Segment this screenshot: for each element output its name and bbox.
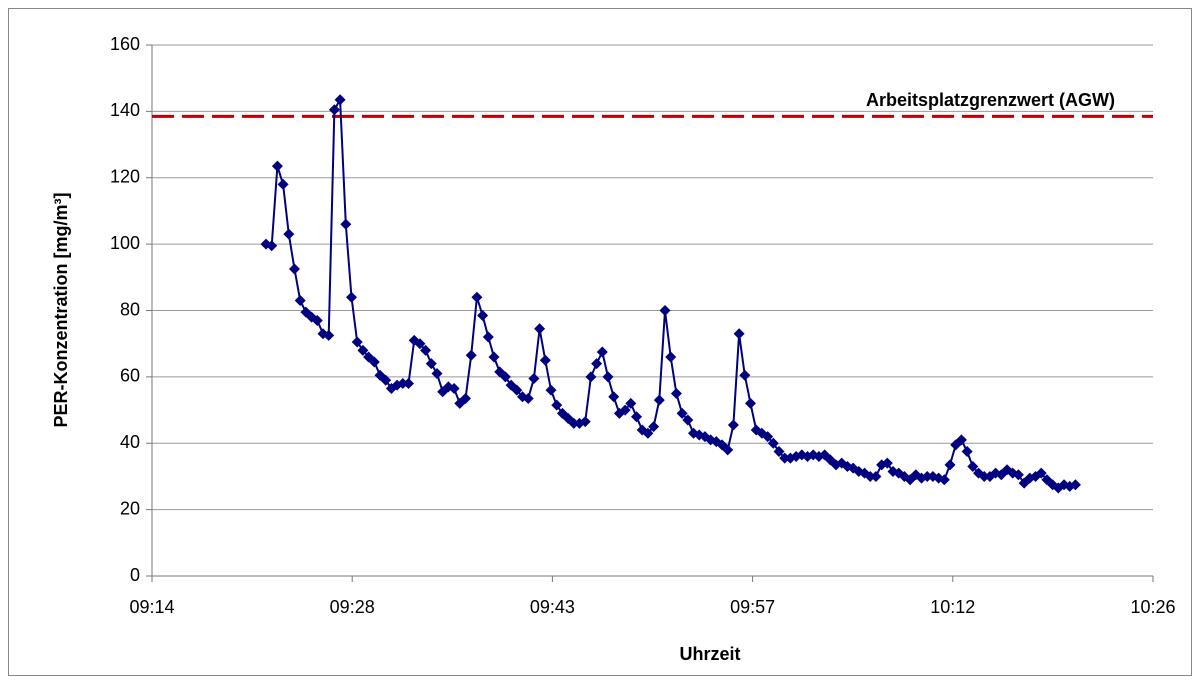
data-marker [323, 329, 335, 341]
data-marker [767, 437, 779, 449]
data-marker [431, 368, 443, 380]
data-marker [311, 314, 323, 326]
data-marker [477, 309, 489, 321]
data-marker [465, 349, 477, 361]
data-marker [955, 434, 967, 446]
data-marker [420, 344, 432, 356]
data-marker [870, 470, 882, 482]
data-marker [596, 346, 608, 358]
data-marker [938, 474, 950, 486]
data-marker [351, 336, 363, 348]
y-tick-label: 120 [110, 167, 140, 187]
data-marker [591, 358, 603, 370]
data-marker [522, 392, 534, 404]
data-marker [266, 240, 278, 252]
data-marker [665, 351, 677, 363]
data-marker [357, 344, 369, 356]
x-tick-label: 09:14 [129, 597, 174, 617]
x-axis-title: Uhrzeit [679, 644, 740, 664]
x-tick-label: 09:28 [330, 597, 375, 617]
data-marker [425, 358, 437, 370]
data-marker [511, 384, 523, 396]
y-axis-title: PER-Konzentration [mg/m³] [51, 193, 71, 428]
data-marker [346, 291, 358, 303]
data-marker [967, 460, 979, 472]
data-marker [403, 378, 415, 390]
data-marker [745, 397, 757, 409]
y-tick-label: 100 [110, 233, 140, 253]
y-tick-label: 80 [120, 299, 140, 319]
data-marker [579, 416, 591, 428]
data-marker [534, 323, 546, 335]
x-tick-label: 09:57 [730, 597, 775, 617]
data-marker [1012, 469, 1024, 481]
data-marker [733, 328, 745, 340]
data-marker [762, 431, 774, 443]
y-tick-label: 140 [110, 100, 140, 120]
data-marker [271, 160, 283, 172]
data-marker [631, 411, 643, 423]
data-marker [773, 446, 785, 458]
x-tick-label: 09:43 [530, 597, 575, 617]
data-marker [921, 470, 933, 482]
y-tick-label: 160 [110, 34, 140, 54]
data-marker [670, 387, 682, 399]
data-marker [277, 178, 289, 190]
data-marker [676, 407, 688, 419]
x-tick-label: 10:12 [930, 597, 975, 617]
data-marker [539, 354, 551, 366]
data-marker [1069, 479, 1081, 491]
data-marker [340, 218, 352, 230]
data-marker [380, 374, 392, 386]
data-marker [653, 394, 665, 406]
y-tick-label: 0 [130, 565, 140, 585]
y-tick-label: 20 [120, 498, 140, 518]
data-marker [1035, 467, 1047, 479]
data-marker [414, 338, 426, 350]
y-tick-label: 40 [120, 432, 140, 452]
reference-label: Arbeitsplatzgrenzwert (AGW) [866, 90, 1115, 110]
data-marker [488, 351, 500, 363]
data-marker [864, 470, 876, 482]
data-marker [779, 452, 791, 464]
data-marker [448, 382, 460, 394]
data-marker [551, 399, 563, 411]
data-marker [625, 397, 637, 409]
data-marker [545, 384, 557, 396]
data-marker [648, 421, 660, 433]
data-marker [602, 371, 614, 383]
data-marker [682, 414, 694, 426]
data-marker [727, 419, 739, 431]
data-marker [585, 371, 597, 383]
y-tick-label: 60 [120, 366, 140, 386]
data-marker [294, 295, 306, 307]
data-marker [659, 305, 671, 316]
data-marker [642, 427, 654, 439]
data-marker [460, 392, 472, 404]
data-marker [334, 94, 346, 106]
data-marker [722, 444, 734, 456]
data-marker [289, 263, 301, 275]
data-marker [482, 331, 494, 343]
x-tick-label: 10:26 [1130, 597, 1175, 617]
data-marker [528, 373, 540, 385]
data-marker [471, 291, 483, 303]
data-marker [368, 356, 380, 368]
data-marker [568, 417, 580, 429]
data-marker [978, 470, 990, 482]
data-marker [619, 404, 631, 416]
data-marker [739, 369, 751, 381]
data-marker [499, 371, 511, 383]
data-marker [397, 378, 409, 390]
data-marker [881, 457, 893, 469]
data-marker [283, 228, 295, 240]
chart-border [8, 8, 1192, 676]
data-marker [328, 104, 340, 116]
data-marker [944, 459, 956, 471]
data-marker [608, 391, 620, 403]
data-marker [961, 446, 973, 458]
